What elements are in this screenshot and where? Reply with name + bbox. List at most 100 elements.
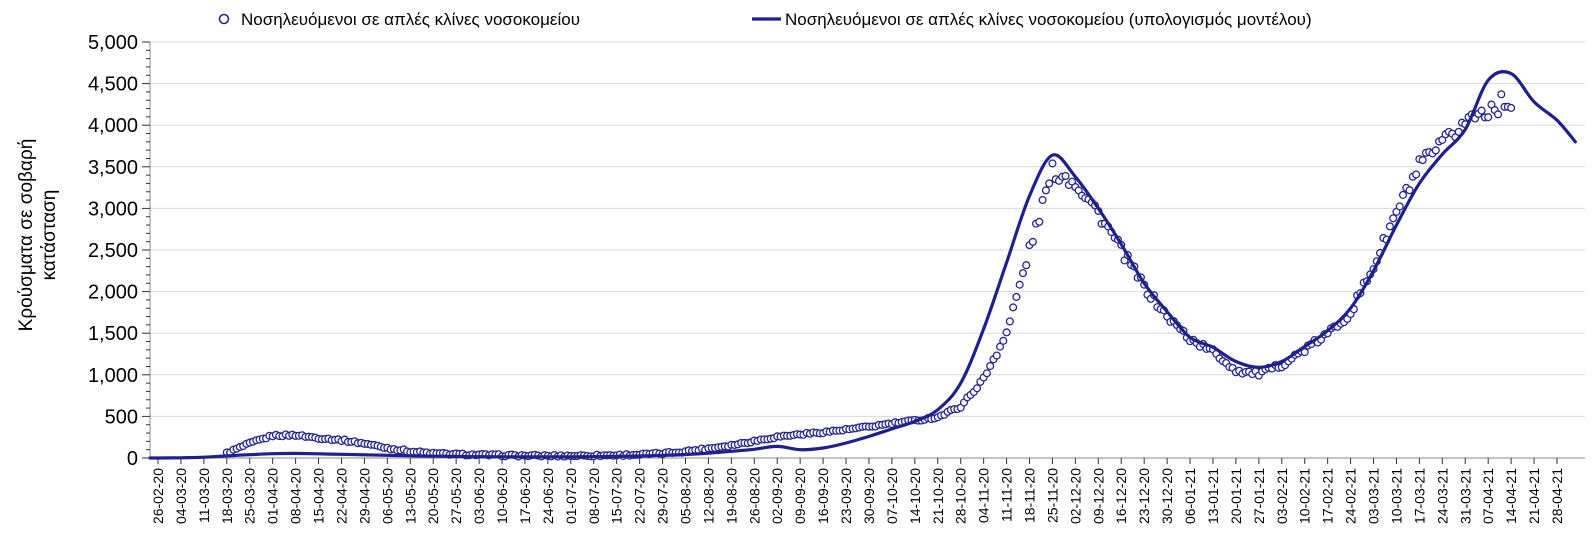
scatter-point <box>1497 90 1506 99</box>
scatter-point <box>1061 171 1070 181</box>
scatter-point <box>1022 261 1031 270</box>
scatter-point <box>1477 106 1486 115</box>
x-tick-label: 21-04-21 <box>1526 468 1542 524</box>
y-tick-label: 1,000 <box>88 365 138 387</box>
legend-open-circle-marker-icon <box>218 13 230 25</box>
scatter-point <box>1015 280 1024 289</box>
scatter-point <box>1493 110 1503 119</box>
y-tick-label: 4,000 <box>88 115 138 137</box>
y-axis-title-line2: κατάσταση <box>39 190 60 281</box>
x-tick-label: 03-03-21 <box>1366 468 1382 524</box>
x-tick-label: 18-11-20 <box>1022 468 1038 523</box>
x-tick-label: 04-03-20 <box>173 468 189 524</box>
x-tick-label: 19-08-20 <box>723 468 739 524</box>
observed-scatter-series <box>222 90 1516 461</box>
legend-item-observed: Νοσηλευόμενοι σε απλές κλίνες νοσοκομείο… <box>218 10 580 29</box>
scatter-point <box>986 361 995 371</box>
x-tick-label: 14-04-21 <box>1503 468 1519 524</box>
x-tick-label: 17-03-21 <box>1411 468 1427 524</box>
x-tick-label: 24-06-20 <box>540 468 556 524</box>
x-tick-label: 16-12-20 <box>1113 468 1129 524</box>
x-tick-label: 28-10-20 <box>953 468 969 524</box>
scatter-point <box>1431 146 1440 155</box>
x-tick-label: 02-09-20 <box>769 468 785 524</box>
x-tick-label: 27-05-20 <box>448 468 464 524</box>
x-tick-label: 06-01-21 <box>1182 468 1198 524</box>
x-tick-label: 08-04-20 <box>288 468 304 524</box>
x-tick-label: 06-05-20 <box>379 468 395 524</box>
scatter-point <box>995 342 1005 351</box>
x-tick-label: 01-04-20 <box>265 468 281 524</box>
x-tick-label: 11-11-20 <box>999 468 1015 522</box>
scatter-point <box>1012 292 1021 301</box>
scatter-point <box>1009 303 1018 312</box>
x-tick-label: 10-03-21 <box>1388 468 1404 524</box>
x-tick-label: 09-12-20 <box>1090 468 1106 524</box>
y-tick-label: 0 <box>127 448 138 470</box>
scatter-point <box>1028 237 1037 246</box>
y-tick-label: 2,000 <box>88 282 138 304</box>
x-tick-label: 08-07-20 <box>586 468 602 524</box>
axes: 0 500 1,000 1,500 2,000 2,500 3,000 3,500 4,000 4… <box>88 32 1585 524</box>
x-tick-label: 17-06-20 <box>517 468 533 524</box>
x-tick-label: 17-02-21 <box>1320 468 1336 524</box>
y-tick-label: 500 <box>105 406 138 428</box>
x-tick-label: 10-02-21 <box>1297 468 1313 524</box>
x-tick-label: 03-02-21 <box>1274 468 1290 524</box>
scatter-point <box>1484 113 1493 122</box>
x-tick-label: 26-08-20 <box>746 468 762 524</box>
x-tick-label: 20-05-20 <box>425 468 441 524</box>
x-tick-label: 04-11-20 <box>976 468 992 523</box>
scatter-point <box>1385 222 1394 231</box>
y-axis-title-line1: Κρούσματα σε σοβαρή <box>16 139 37 332</box>
y-axis-title: Κρούσματα σε σοβαρή κατάσταση <box>16 139 60 332</box>
model-line <box>148 70 1577 460</box>
x-tick-label: 24-03-21 <box>1434 468 1450 524</box>
x-tick-label: 15-04-20 <box>311 468 327 524</box>
x-tick-label: 25-11-20 <box>1044 468 1060 523</box>
legend-item-model: Νοσηλευόμενοι σε απλές κλίνες νοσοκομείο… <box>752 10 1312 29</box>
x-tick-label: 11-03-20 <box>196 468 212 523</box>
x-tick-label: 15-07-20 <box>609 468 625 524</box>
x-tick-label: 22-07-20 <box>632 468 648 524</box>
x-tick-label: 24-02-21 <box>1343 468 1359 524</box>
x-tick-label: 25-03-20 <box>242 468 258 524</box>
scatter-point <box>1300 348 1309 357</box>
x-tick-label: 14-10-20 <box>907 468 923 524</box>
x-tick-label: 07-04-21 <box>1480 468 1496 524</box>
scatter-point <box>1045 179 1054 188</box>
x-tick-label: 30-09-20 <box>861 468 877 524</box>
x-tick-label: 23-09-20 <box>838 468 854 524</box>
x-tick-label: 30-12-20 <box>1159 468 1175 524</box>
x-tick-label: 27-01-21 <box>1251 468 1267 524</box>
x-tick-label: 12-08-20 <box>700 468 716 524</box>
legend-label-observed: Νοσηλευόμενοι σε απλές κλίνες νοσοκομείο… <box>241 10 580 29</box>
scatter-point <box>999 336 1008 345</box>
x-tick-label: 09-09-20 <box>792 468 808 524</box>
scatter-point <box>1395 202 1404 211</box>
y-tick-label: 1,500 <box>88 323 138 345</box>
scatter-point <box>1398 190 1408 199</box>
scatter-point <box>1018 269 1028 278</box>
legend: Νοσηλευόμενοι σε απλές κλίνες νοσοκομείο… <box>218 10 1312 29</box>
x-tick-label: 01-07-20 <box>563 468 579 524</box>
x-tick-label: 29-04-20 <box>356 468 372 524</box>
model-line-series <box>148 70 1577 460</box>
scatter-point <box>1412 170 1421 179</box>
y-tick-label: 3,500 <box>88 157 138 179</box>
x-tick-label: 26-02-20 <box>150 468 166 524</box>
x-tick-label: 07-10-20 <box>884 468 900 524</box>
y-tick-label: 5,000 <box>88 32 138 54</box>
scatter-point <box>1405 186 1414 195</box>
x-tick-label: 21-10-20 <box>930 468 946 524</box>
scatter-point <box>1048 159 1057 168</box>
x-tick-label: 10-06-20 <box>494 468 510 524</box>
x-tick-label: 20-01-21 <box>1228 468 1244 524</box>
scatter-point <box>992 351 1001 360</box>
scatter-point <box>1002 328 1011 337</box>
scatter-point <box>1005 317 1014 326</box>
scatter-point <box>1035 217 1044 226</box>
x-tick-label: 29-07-20 <box>655 468 671 524</box>
